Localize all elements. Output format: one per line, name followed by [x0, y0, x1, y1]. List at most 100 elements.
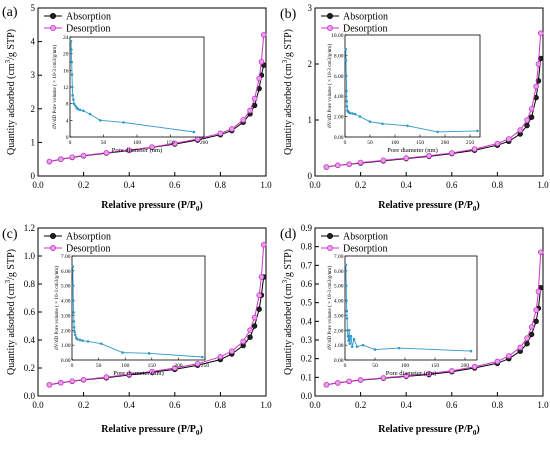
inset-y-tick-label: 0.00 [61, 358, 71, 364]
y-tick-label: 1.0 [24, 251, 36, 261]
x-tick-label: 0.4 [401, 400, 413, 410]
x-axis-label-end: ) [476, 424, 479, 435]
y-tick-label: 1 [308, 115, 313, 125]
inset-point [368, 120, 372, 123]
inset-chart: 0 50 100 150 200 250 0.00 2.00 4.00 6.00 8.00 10.00… [326, 33, 481, 154]
desorption-point [471, 146, 478, 152]
desorption-point [260, 242, 267, 248]
y-tick-label: 0.6 [301, 279, 313, 289]
inset-point [345, 309, 349, 313]
desorption-point [524, 335, 530, 341]
x-tick-label: 1.0 [537, 180, 549, 190]
inset-y-tick-label: 4.00 [334, 299, 344, 305]
desorption-point [494, 358, 501, 365]
inset-point [72, 102, 76, 105]
desorption-point [323, 164, 330, 170]
inset-x-tick-label: 150 [416, 140, 425, 146]
x-tick-label: 0.6 [169, 400, 181, 410]
y-axis-label: Quantity adsorbed (cm3/g STP) [281, 29, 294, 155]
desorption-point [448, 367, 455, 374]
desorption-point [247, 327, 253, 334]
inset-x-tick-label: 100 [121, 363, 130, 369]
y-axis-label-main: Quantity adsorbed (cm [6, 283, 17, 375]
desorption-point [323, 381, 330, 388]
desorption-point [357, 377, 364, 383]
desorption-point [251, 95, 258, 102]
desorption-point [471, 363, 478, 370]
inset-x-axis-label: Pore diameter (nm) [387, 147, 438, 154]
y-tick-label: 3 [31, 70, 36, 80]
inset-y-tick-label: 0.00 [334, 358, 344, 364]
y-tick-label: 0.8 [24, 279, 36, 289]
desorption-point [229, 126, 235, 132]
inset-point [76, 107, 80, 111]
inset-series-line [345, 264, 472, 352]
inset-y-tick-label: 2.00 [334, 115, 344, 121]
legend-label-desorption: Desorption [343, 244, 387, 255]
inset-point [72, 98, 75, 101]
inset-y-axis-label: dV/dD Pore volume ( × 10-3 cm3/g/nm) [51, 45, 58, 129]
y-tick-label: 0.8 [301, 242, 313, 252]
x-axis-label-sub: 0 [473, 429, 477, 437]
inset-x-tick-label: 250 [466, 140, 475, 146]
legend-marker [326, 244, 333, 251]
inset-y-tick-label: 4.00 [334, 94, 344, 100]
inset-point [121, 351, 124, 354]
legend-marker [50, 12, 57, 19]
desorption-point [403, 155, 410, 161]
desorption-point [217, 130, 224, 137]
y-tick-label: 0.4 [24, 335, 36, 345]
inset-x-tick-label: 150 [166, 140, 175, 146]
desorption-point [517, 344, 523, 351]
desorption-point [528, 106, 535, 112]
desorption-point [537, 30, 544, 37]
legend-label-absorption: Absorption [343, 232, 388, 243]
inset-y-axis-label: dV/dD Pore volume ( × 10-3 cm3/g/nm) [326, 44, 333, 128]
inset-y-axis-label: dV/dD Pore volume ( × 10-3 cm3/g/nm) [53, 266, 60, 350]
desorption-point [505, 136, 512, 142]
inset-frame [344, 255, 478, 361]
y-tick-label: 1.2 [24, 223, 35, 233]
inset-point [344, 47, 348, 51]
x-tick-label: 0.2 [355, 180, 366, 190]
desorption-point [258, 58, 265, 65]
inset-chart: 0 50 100 150 200 0 4 8 12 16 20 24 Pore diameter (nm… [51, 35, 208, 154]
inset-point [72, 311, 75, 314]
desorption-point [535, 61, 542, 67]
inset-y-tick-label: 5.00 [334, 284, 344, 290]
inset-point [86, 340, 90, 343]
y-tick-label: 0.0 [24, 391, 36, 401]
x-tick-label: 0.6 [169, 180, 181, 190]
x-axis-label-main: Relative pressure (P/P [378, 424, 473, 435]
desorption-point [334, 380, 341, 386]
x-axis-label-sub: 0 [473, 205, 477, 213]
chart-panel-3: (c) 0.0 0.2 0.4 0.6 0.8 1.0 0.0 0.2 0.4 0.6 0.8 1.0 1… [2, 223, 272, 437]
absorption-point [256, 306, 262, 312]
desorption-point [217, 353, 224, 360]
inset-x-tick-label: 0 [344, 140, 347, 146]
inset-point [346, 328, 349, 332]
desorption-point [103, 150, 110, 156]
inset-point [344, 59, 348, 62]
inset-point [99, 342, 103, 345]
legend-marker [326, 24, 333, 31]
y-tick-label: 0.4 [301, 316, 313, 326]
inset-point [436, 130, 439, 134]
y-axis-label-sup: 3 [281, 279, 289, 283]
desorption-point [426, 370, 432, 377]
desorption-point [46, 158, 53, 165]
inset-y-axis-label: dV/dD Pore volume ( × 10-3 cm3/g/nm) [326, 266, 333, 350]
inset-y-tick-label: 8.00 [334, 53, 344, 59]
inset-x-tick-label: 100 [391, 140, 400, 146]
inset-x-tick-label: 150 [431, 363, 440, 369]
inset-y-tick-label: 24 [63, 35, 69, 41]
x-axis-label-sub: 0 [196, 205, 200, 213]
inset-y-tick-label: 5.00 [61, 284, 71, 290]
desorption-point [240, 117, 247, 123]
legend-label-absorption: Absorption [66, 232, 111, 243]
inset-point [73, 330, 76, 334]
inset-point [344, 263, 348, 267]
panel-label: (b) [280, 7, 297, 22]
inset-point [397, 346, 401, 350]
